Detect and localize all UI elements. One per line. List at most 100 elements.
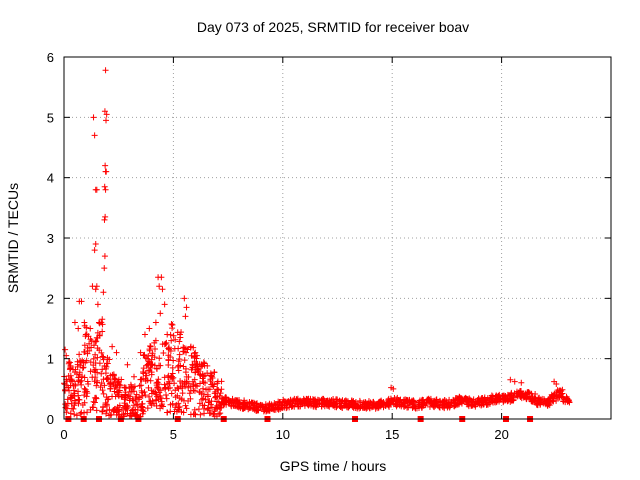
data-point <box>81 399 88 406</box>
data-point <box>101 382 108 389</box>
data-point <box>182 402 189 409</box>
data-point <box>212 388 219 395</box>
data-point <box>148 402 155 409</box>
data-point <box>246 400 253 407</box>
data-point <box>189 364 196 371</box>
data-point <box>86 347 93 354</box>
data-point <box>211 369 218 376</box>
data-point <box>259 403 266 410</box>
data-point <box>390 385 397 392</box>
data-point <box>140 368 147 375</box>
data-point <box>365 400 372 407</box>
data-point <box>195 406 202 413</box>
data-point <box>108 411 115 418</box>
data-point <box>83 357 90 364</box>
data-point <box>391 395 398 402</box>
data-point <box>111 375 118 382</box>
data-point <box>416 399 423 406</box>
y-tick-label: 2 <box>47 291 54 306</box>
data-point <box>304 400 310 407</box>
data-point <box>91 394 98 401</box>
data-point <box>91 132 98 139</box>
data-point <box>172 336 179 343</box>
data-point <box>518 379 525 386</box>
data-point <box>433 396 440 403</box>
data-point <box>169 370 176 377</box>
data-point <box>181 295 188 302</box>
data-point <box>93 186 100 193</box>
data-point <box>75 377 82 384</box>
data-point <box>157 362 164 369</box>
y-tick-label: 1 <box>47 352 54 367</box>
data-point <box>87 359 94 366</box>
data-point <box>155 376 162 383</box>
data-point <box>98 349 105 356</box>
data-point <box>103 111 110 118</box>
data-point <box>99 353 106 360</box>
data-point <box>251 404 258 411</box>
data-point <box>92 241 99 248</box>
data-point <box>161 341 168 348</box>
data-point <box>152 319 159 326</box>
data-point <box>339 404 346 411</box>
data-point <box>205 399 212 406</box>
data-point <box>218 378 225 385</box>
data-point <box>157 310 164 317</box>
data-point <box>78 377 85 384</box>
data-point <box>240 404 247 411</box>
data-point <box>191 387 198 394</box>
data-point <box>94 301 101 308</box>
data-point <box>422 402 429 409</box>
data-point <box>151 354 158 361</box>
x-axis-label: GPS time / hours <box>280 458 387 474</box>
data-point <box>99 316 106 323</box>
data-point <box>167 401 174 408</box>
data-point <box>385 397 392 404</box>
data-point <box>265 407 272 414</box>
data-point <box>90 114 97 121</box>
data-point <box>67 394 74 401</box>
data-point <box>202 372 209 379</box>
data-point <box>94 354 101 361</box>
data-point <box>196 371 203 378</box>
data-point <box>214 380 221 387</box>
data-point <box>254 400 261 407</box>
data-point <box>161 301 168 308</box>
data-point <box>94 379 101 386</box>
data-point <box>464 396 471 403</box>
data-point <box>525 389 532 396</box>
data-point <box>168 321 175 328</box>
data-point <box>563 393 570 400</box>
data-point <box>156 355 163 362</box>
data-point <box>187 343 194 350</box>
data-point <box>496 391 503 398</box>
data-point <box>191 410 198 417</box>
data-point <box>92 338 99 345</box>
data-point <box>181 378 188 385</box>
data-point <box>214 398 221 405</box>
data-point <box>138 382 145 389</box>
y-tick-label: 4 <box>47 171 54 186</box>
data-point <box>161 381 168 388</box>
data-point <box>501 394 508 401</box>
data-point <box>566 399 573 406</box>
data-point <box>122 396 129 403</box>
data-point <box>103 410 110 417</box>
data-point <box>192 382 199 389</box>
data-point <box>537 401 544 408</box>
data-point <box>320 401 327 408</box>
data-point <box>90 362 97 369</box>
data-point <box>137 349 144 356</box>
data-point <box>71 411 78 418</box>
data-point <box>93 395 100 402</box>
data-point <box>96 319 103 326</box>
y-tick-label: 0 <box>47 412 54 427</box>
data-point <box>99 407 106 414</box>
data-point <box>372 405 379 412</box>
data-point <box>115 393 122 400</box>
data-point <box>410 399 417 406</box>
data-point <box>159 286 166 293</box>
data-point <box>214 405 221 412</box>
data-point <box>253 407 260 414</box>
data-point <box>81 348 88 355</box>
